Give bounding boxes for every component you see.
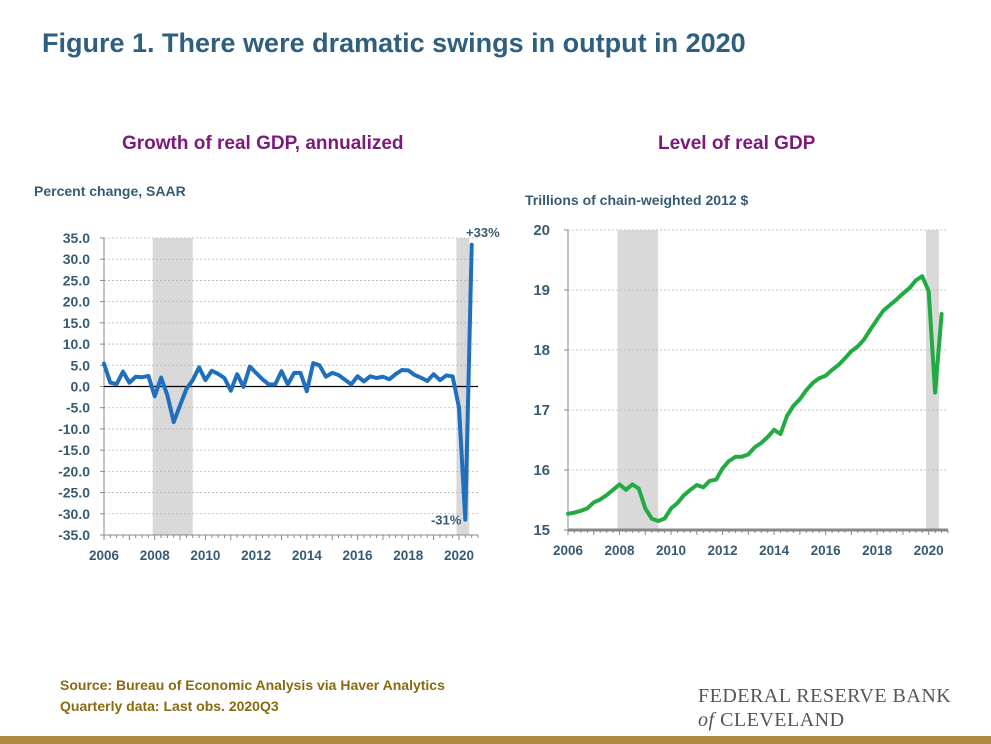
source-note: Source: Bureau of Economic Analysis via …: [60, 675, 445, 717]
level-chart-title: Level of real GDP: [658, 133, 816, 154]
fed-cleveland-logo: FEDERAL RESERVE BANK of CLEVELAND: [698, 684, 951, 732]
recession-shade: [617, 230, 659, 530]
x-tick-label: 2012: [241, 548, 271, 563]
x-tick-label: 2006: [89, 548, 120, 563]
y-tick-label: 5.0: [71, 357, 91, 373]
y-tick-label: 15.0: [63, 315, 90, 331]
x-tick-label: 2016: [343, 548, 374, 563]
series-line: [102, 242, 474, 522]
x-tick-label: 2016: [811, 543, 842, 558]
x-tick-label: 2006: [553, 543, 584, 558]
y-tick-label: 25.0: [63, 272, 90, 288]
y-tick-label: 16: [533, 462, 550, 479]
y-tick-label: 20: [533, 222, 550, 239]
x-tick-label: 2008: [605, 543, 636, 558]
logo-line2: CLEVELAND: [720, 709, 845, 731]
logo-of: of: [698, 709, 715, 731]
y-tick-label: -25.0: [58, 485, 90, 501]
y-tick-label: 10.0: [63, 336, 90, 352]
y-tick-label: 17: [533, 402, 550, 419]
x-tick-label: 2010: [656, 543, 686, 558]
x-tick-label: 2020: [444, 548, 474, 563]
x-tick-label: 2012: [708, 543, 738, 558]
y-tick-label: 19: [533, 282, 550, 299]
y-tick-label: -10.0: [58, 421, 90, 437]
y-tick-label: 0.0: [71, 379, 91, 395]
level-chart-ylabel: Trillions of chain-weighted 2012 $: [525, 192, 749, 208]
y-tick-label: -15.0: [58, 442, 90, 458]
y-tick-label: 18: [533, 342, 550, 359]
x-tick-label: 2018: [393, 548, 424, 563]
y-tick-label: 30.0: [63, 251, 90, 267]
bottom-accent-bar: [0, 736, 991, 744]
y-tick-label: -35.0: [58, 527, 90, 543]
y-tick-label: 20.0: [63, 294, 90, 310]
y-tick-label: -5.0: [66, 400, 90, 416]
x-tick-label: 2008: [140, 548, 171, 563]
figure-title: Figure 1. There were dramatic swings in …: [42, 28, 746, 58]
logo-line1: FEDERAL RESERVE BANK: [698, 685, 952, 707]
source-line: Source: Bureau of Economic Analysis via …: [60, 677, 445, 693]
growth-chart-ylabel: Percent change, SAAR: [34, 183, 186, 199]
x-tick-label: 2010: [190, 548, 220, 563]
y-tick-label: -30.0: [58, 506, 90, 522]
annotation-trough: -31%: [431, 513, 462, 528]
x-tick-label: 2018: [862, 543, 893, 558]
x-tick-label: 2014: [292, 548, 323, 563]
x-tick-label: 2014: [759, 543, 790, 558]
data-note-line: Quarterly data: Last obs. 2020Q3: [60, 698, 279, 714]
y-tick-label: -20.0: [58, 463, 90, 479]
y-tick-label: 15: [533, 522, 550, 539]
growth-chart-title: Growth of real GDP, annualized: [122, 133, 404, 154]
series-line: [566, 274, 944, 523]
annotation-peak: +33%: [466, 225, 500, 240]
y-tick-label: 35.0: [63, 230, 90, 246]
x-tick-label: 2020: [914, 543, 944, 558]
